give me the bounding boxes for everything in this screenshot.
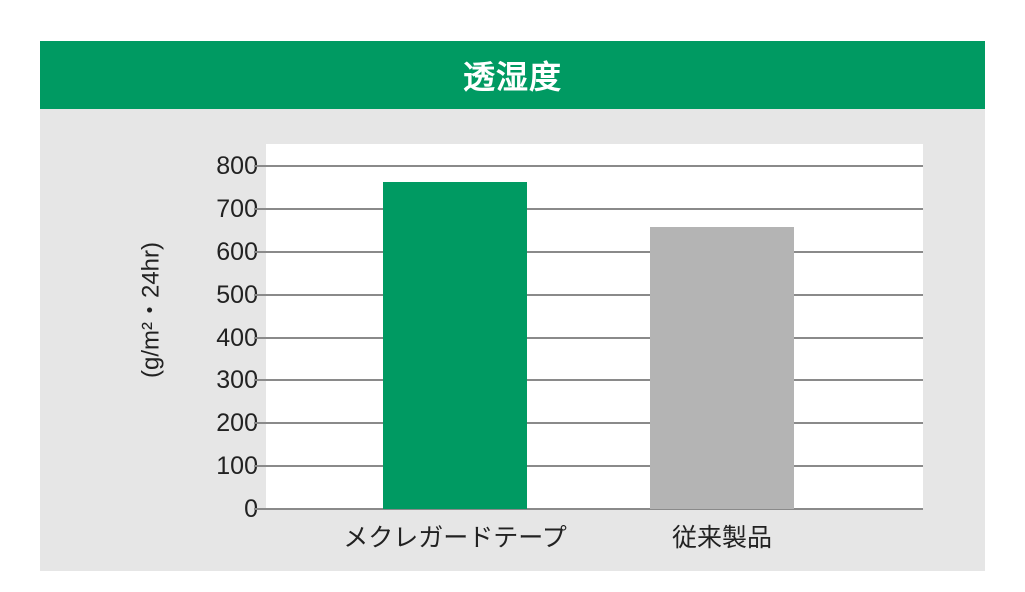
y-tick-mark — [254, 336, 266, 339]
gridline — [266, 165, 923, 167]
y-tick-mark — [254, 508, 266, 510]
bar-conventional-product — [650, 226, 794, 509]
gridline — [266, 508, 923, 510]
x-category-label: 従来製品 — [671, 523, 772, 552]
y-tick-mark — [254, 422, 266, 425]
y-tick-mark — [254, 250, 266, 253]
y-tick-label: 600 — [216, 237, 258, 266]
x-category-label: メクレガードテープ — [343, 523, 567, 552]
y-tick-label: 300 — [216, 366, 258, 395]
gridline — [266, 293, 923, 296]
y-tick-label: 0 — [244, 495, 258, 523]
y-tick-mark — [254, 207, 266, 210]
y-tick-label: 400 — [216, 323, 258, 352]
y-axis-label: (g/m²・24hr) — [137, 241, 165, 379]
y-tick-label: 500 — [216, 280, 258, 309]
y-tick-mark — [254, 293, 266, 296]
bar-mekuregard-tape — [383, 181, 527, 509]
gridline — [266, 250, 923, 253]
y-tick-label: 800 — [216, 152, 258, 180]
y-tick-mark — [254, 165, 266, 167]
gridline — [266, 379, 923, 382]
gridline — [266, 422, 923, 425]
gridline — [266, 207, 923, 210]
plot-area — [254, 144, 923, 510]
y-tick-label: 200 — [216, 409, 258, 438]
gridline — [266, 336, 923, 339]
y-tick-label: 100 — [216, 452, 258, 481]
y-tick-mark — [254, 465, 266, 468]
y-tick-mark — [254, 379, 266, 382]
chart-title-banner: 透湿度 — [40, 41, 985, 109]
gridline — [266, 465, 923, 468]
chart-title: 透湿度 — [462, 58, 562, 96]
y-tick-label: 700 — [216, 194, 258, 223]
